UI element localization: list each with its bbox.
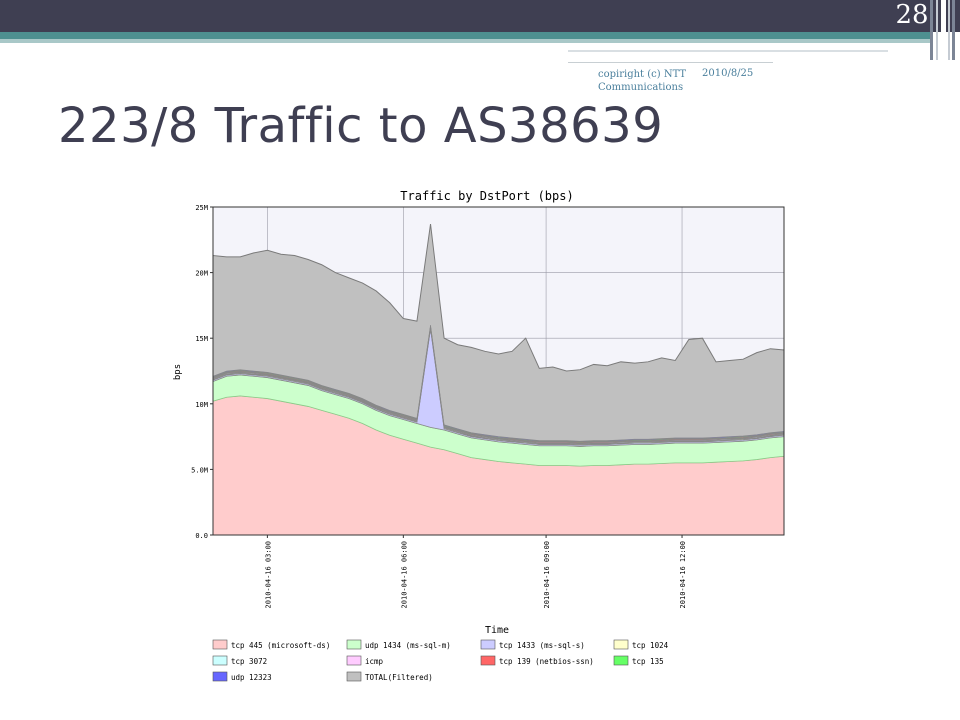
legend-swatch	[480, 639, 496, 650]
y-tick-label: 15M	[195, 335, 208, 343]
legend-label: tcp 135	[632, 657, 664, 666]
header-vertical-stripe	[948, 0, 950, 60]
legend-swatch	[346, 671, 362, 682]
y-tick-label: 25M	[195, 204, 208, 212]
x-tick-label: 2010-04-16 03:00	[264, 541, 272, 608]
plot-frame	[212, 206, 785, 536]
legend-swatch	[346, 655, 362, 666]
slide-title: 223/8 Traffic to AS38639	[58, 98, 664, 154]
legend-label: TOTAL(Filtered)	[365, 673, 433, 682]
header-vertical-stripe	[941, 0, 946, 60]
legend-label: udp 1434 (ms-sql-m)	[365, 641, 451, 650]
chart-title: Traffic by DstPort (bps)	[400, 189, 573, 203]
legend-label: tcp 1433 (ms-sql-s)	[499, 641, 585, 650]
traffic-chart: Traffic by DstPort (bps) 0.0 5.0M 10M 15M 20…	[165, 182, 795, 692]
slide-number: 28	[895, 0, 929, 30]
legend-swatch	[613, 639, 629, 650]
legend-label: tcp 445 (microsoft-ds)	[231, 641, 330, 650]
slide-date: 2010/8/25	[702, 68, 754, 79]
header-accent-line-light	[0, 39, 930, 43]
y-axis-label: bps	[173, 364, 183, 380]
header-vertical-stripe	[930, 0, 933, 60]
x-tick-label: 2010-04-16 12:00	[679, 541, 687, 608]
legend-swatch	[212, 639, 228, 650]
header-rule-short	[568, 62, 773, 63]
legend-label: tcp 3072	[231, 657, 267, 666]
header-rule	[568, 50, 888, 52]
x-tick-label: 2010-04-16 06:00	[400, 541, 408, 608]
y-tick-label: 5.0M	[191, 466, 208, 474]
legend-swatch	[480, 655, 496, 666]
y-tick-label: 10M	[195, 401, 208, 409]
header-bar	[0, 0, 960, 32]
x-axis-label: Time	[485, 625, 509, 636]
header-vertical-stripe	[936, 0, 938, 60]
x-tick-label: 2010-04-16 09:00	[543, 541, 551, 608]
legend-swatch	[212, 671, 228, 682]
legend-label: tcp 1024	[632, 641, 669, 650]
legend-swatch	[613, 655, 629, 666]
y-tick-label: 0.0	[195, 532, 208, 540]
legend-label: udp 12323	[231, 673, 272, 682]
legend-label: tcp 139 (netbios-ssn)	[499, 657, 594, 666]
legend-swatch	[346, 639, 362, 650]
y-tick-label: 20M	[195, 270, 208, 278]
copyright-notice: copiright (c) NTT Communications	[598, 69, 687, 93]
header-accent-line	[0, 32, 930, 39]
header-vertical-stripe	[952, 0, 955, 60]
legend-label: icmp	[365, 657, 384, 666]
legend-swatch	[212, 655, 228, 666]
